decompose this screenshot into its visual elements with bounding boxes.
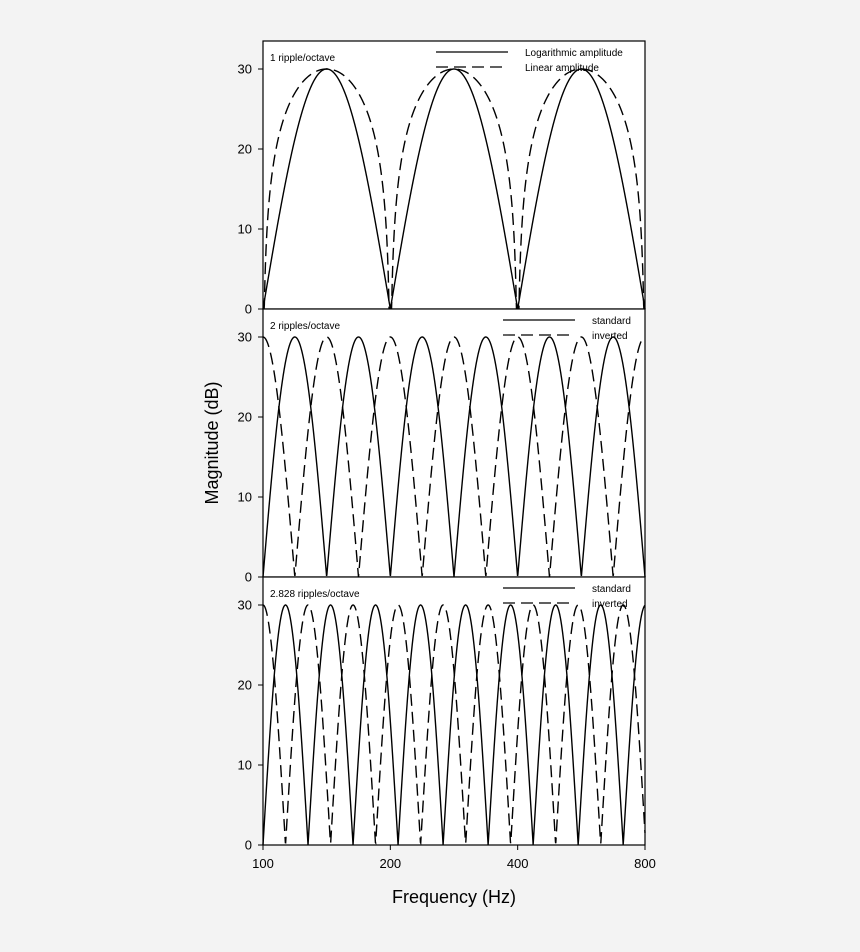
series-line-inverted bbox=[262, 604, 646, 846]
legend-label: standard bbox=[592, 584, 631, 595]
y-tick-label: 10 bbox=[238, 490, 252, 505]
series-line-inverted bbox=[262, 336, 646, 578]
legend-label: inverted bbox=[592, 331, 628, 342]
panels-group: 0 10 20 30 1 ripple/octave Logarithmic amplit… bbox=[238, 40, 646, 853]
series-line-linear_amplitude bbox=[263, 68, 645, 310]
x-tick-label: 100 bbox=[252, 856, 274, 871]
x-tick-label: 400 bbox=[507, 856, 529, 871]
y-tick-label: 0 bbox=[245, 838, 252, 853]
y-tick-label: 20 bbox=[238, 678, 252, 693]
y-tick-label: 0 bbox=[245, 302, 252, 317]
plot-area bbox=[262, 308, 646, 578]
panel-label: 2.828 ripples/octave bbox=[270, 589, 360, 600]
y-tick-label: 30 bbox=[238, 62, 252, 77]
legend-label: inverted bbox=[592, 599, 628, 610]
panel-3: 0 10 20 30 2.828 ripples/octave standard inver… bbox=[238, 576, 646, 853]
plot-area bbox=[262, 576, 646, 846]
y-tick-label: 30 bbox=[238, 330, 252, 345]
x-axis: 100 200 400 800 bbox=[252, 845, 656, 871]
y-tick-label: 10 bbox=[238, 222, 252, 237]
panel-1: 0 10 20 30 1 ripple/octave Logarithmic amplit… bbox=[238, 40, 646, 317]
panel-label: 2 ripples/octave bbox=[270, 321, 340, 332]
plot-area bbox=[262, 40, 646, 310]
legend-label: Linear amplitude bbox=[525, 63, 599, 74]
y-tick-label: 30 bbox=[238, 598, 252, 613]
panel-2: 0 10 20 30 2 ripples/octave standard inverted bbox=[238, 308, 646, 585]
legend-label: standard bbox=[592, 316, 631, 327]
x-axis-title: Frequency (Hz) bbox=[392, 887, 516, 907]
panel-label: 1 ripple/octave bbox=[270, 53, 335, 64]
y-tick-label: 20 bbox=[238, 142, 252, 157]
legend-label: Logarithmic amplitude bbox=[525, 48, 623, 59]
series-line-standard bbox=[262, 604, 646, 846]
y-tick-label: 0 bbox=[245, 570, 252, 585]
x-tick-label: 200 bbox=[379, 856, 401, 871]
y-tick-label: 20 bbox=[238, 410, 252, 425]
x-tick-label: 800 bbox=[634, 856, 656, 871]
y-axis-title: Magnitude (dB) bbox=[202, 381, 222, 504]
y-tick-label: 10 bbox=[238, 758, 252, 773]
